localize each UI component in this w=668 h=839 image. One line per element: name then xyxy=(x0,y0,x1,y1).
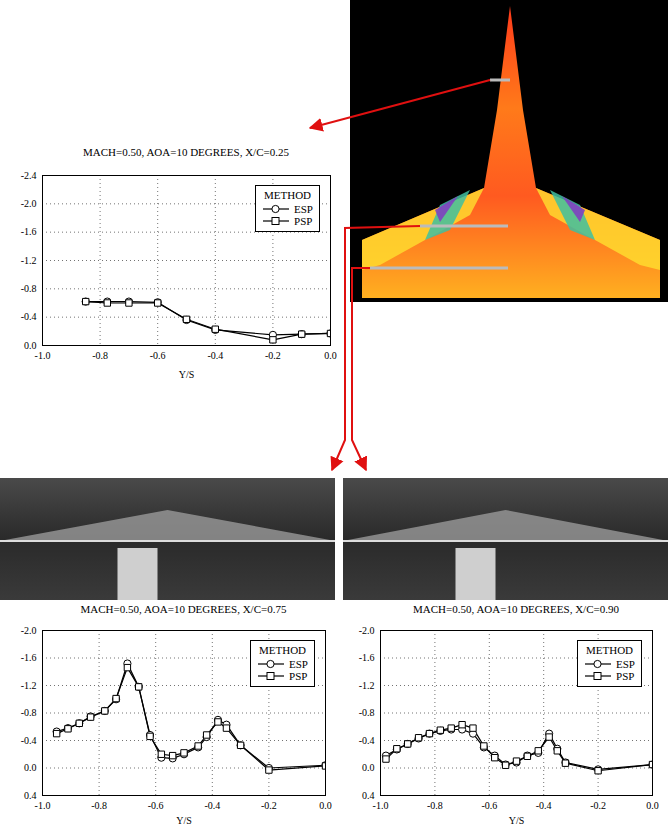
svg-text:-1.2: -1.2 xyxy=(359,680,375,691)
html-text:MACH=0.50, AOA=10 DEGREES, X/C: MACH=0.50, AOA=10 DEGREES, X/C=0.75 xyxy=(80,603,287,615)
svg-text:-0.4: -0.4 xyxy=(536,800,552,811)
svg-text:-1.2: -1.2 xyxy=(21,255,37,266)
svg-text:-0.2: -0.2 xyxy=(590,800,606,811)
svg-text:0.0: 0.0 xyxy=(24,339,37,351)
svg-text:-0.6: -0.6 xyxy=(481,800,497,811)
svg-text:-0.8: -0.8 xyxy=(91,800,107,811)
svg-text:-0.8: -0.8 xyxy=(21,707,37,718)
svg-text:-1.6: -1.6 xyxy=(21,652,37,663)
svg-text:Y/S: Y/S xyxy=(179,369,195,380)
html-text:PSP: PSP xyxy=(616,670,635,682)
svg-text:-0.8: -0.8 xyxy=(92,350,108,361)
svg-text:-1.6: -1.6 xyxy=(21,226,37,237)
svg-text:-2.0: -2.0 xyxy=(21,198,37,209)
html-text:ESP: ESP xyxy=(289,658,308,670)
svg-text:-1.2: -1.2 xyxy=(21,680,37,691)
svg-text:-0.4: -0.4 xyxy=(359,735,375,746)
html-text:MACH=0.50, AOA=10 DEGREES, X/C: MACH=0.50, AOA=10 DEGREES, X/C=0.90 xyxy=(413,603,619,615)
html-text:PSP: PSP xyxy=(294,215,313,227)
svg-text:-0.4: -0.4 xyxy=(21,735,37,746)
svg-text:-0.6: -0.6 xyxy=(148,800,164,811)
html-text:METHOD: METHOD xyxy=(264,189,311,201)
svg-text:0.0: 0.0 xyxy=(24,762,37,773)
svg-text:-0.2: -0.2 xyxy=(265,350,281,361)
html-text:METHOD: METHOD xyxy=(259,644,306,656)
svg-text:-0.6: -0.6 xyxy=(150,350,166,361)
svg-text:0.0: 0.0 xyxy=(319,800,332,811)
svg-text:-1.6: -1.6 xyxy=(359,652,375,663)
svg-text:-0.2: -0.2 xyxy=(261,800,277,811)
html-text:PSP: PSP xyxy=(289,670,308,682)
svg-text:-0.8: -0.8 xyxy=(427,800,443,811)
svg-text:-2.0: -2.0 xyxy=(359,625,375,636)
svg-text:-0.8: -0.8 xyxy=(21,283,37,294)
svg-text:-0.4: -0.4 xyxy=(21,311,37,322)
svg-text:0.0: 0.0 xyxy=(646,800,659,811)
svg-text:-1.0: -1.0 xyxy=(35,350,51,361)
svg-text:-1.0: -1.0 xyxy=(373,800,389,811)
html-text:MACH=0.50, AOA=10 DEGREES, X/C: MACH=0.50, AOA=10 DEGREES, X/C=0.25 xyxy=(83,146,289,158)
svg-text:-1.0: -1.0 xyxy=(35,800,51,811)
svg-text:Y/S: Y/S xyxy=(176,815,192,826)
html-text:METHOD: METHOD xyxy=(586,644,633,656)
svg-text:0.0: 0.0 xyxy=(324,350,337,361)
svg-text:-2.4: -2.4 xyxy=(21,170,37,181)
svg-text:Y/S: Y/S xyxy=(509,815,525,826)
svg-text:-2.0: -2.0 xyxy=(21,625,37,636)
html-text:ESP: ESP xyxy=(294,203,313,215)
svg-text:-0.4: -0.4 xyxy=(204,800,220,811)
svg-text:0.0: 0.0 xyxy=(362,762,375,773)
html-text:ESP: ESP xyxy=(616,658,635,670)
svg-text:0.4: 0.4 xyxy=(24,789,37,801)
svg-text:-0.4: -0.4 xyxy=(207,350,223,361)
svg-text:0.4: 0.4 xyxy=(362,789,375,801)
svg-text:-0.8: -0.8 xyxy=(359,707,375,718)
